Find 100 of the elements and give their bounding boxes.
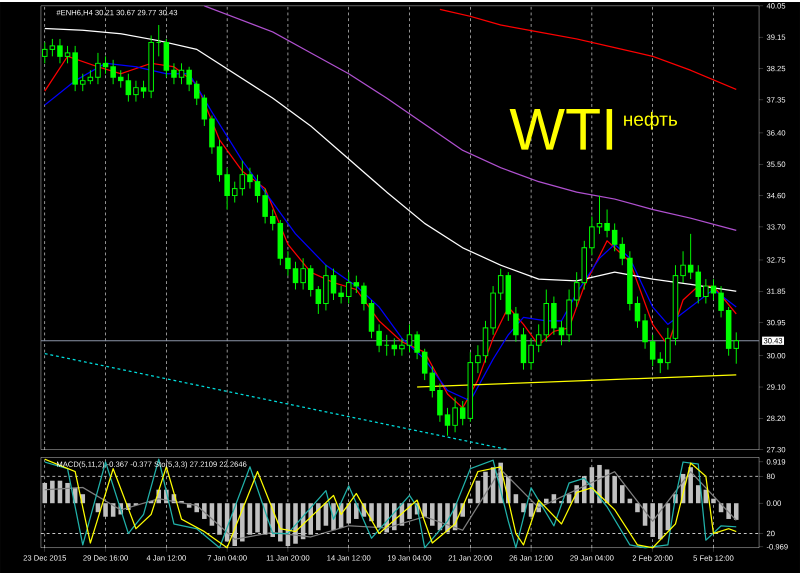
candlestick [270, 208, 276, 231]
candlestick [430, 365, 436, 398]
candlestick [262, 188, 268, 224]
candlestick [399, 338, 405, 356]
candlestick [536, 324, 542, 352]
candlestick [361, 282, 367, 311]
bar [96, 502, 100, 512]
bar [642, 502, 648, 526]
candlestick [596, 194, 602, 234]
candlestick [95, 52, 101, 84]
bar [711, 498, 716, 503]
candlestick [186, 66, 192, 92]
candlestick [110, 59, 116, 84]
candlestick [734, 332, 740, 364]
bar [666, 502, 670, 530]
bar [210, 502, 214, 526]
candlestick [338, 285, 344, 304]
annotation: нефть [624, 112, 678, 130]
candlestick [80, 73, 86, 92]
candlestick [292, 261, 298, 290]
candlestick [718, 285, 724, 318]
line-series [44, 458, 737, 548]
bar [278, 502, 283, 542]
candlestick [612, 222, 618, 252]
candlestick [42, 42, 48, 64]
bar [566, 494, 572, 503]
line-series [44, 468, 737, 540]
candlestick [57, 38, 63, 64]
candlestick [300, 258, 306, 290]
candlestick [240, 160, 246, 196]
bar [734, 502, 739, 520]
candlestick [171, 62, 177, 84]
bar [430, 502, 435, 526]
candlestick [703, 278, 709, 304]
bar [58, 480, 62, 503]
candlestick [133, 80, 139, 102]
candlestick [285, 250, 291, 276]
candlestick [156, 24, 162, 57]
candlestick [460, 400, 466, 426]
candlestick [376, 324, 382, 352]
bar [376, 502, 382, 528]
bar [696, 484, 701, 503]
candlestick [589, 216, 595, 255]
candlestick [688, 233, 694, 280]
candlestick [558, 320, 564, 346]
line-series [439, 8, 737, 90]
bar [103, 502, 108, 516]
candlestick [178, 62, 184, 84]
candlestick [528, 338, 534, 370]
candlestick [232, 180, 238, 203]
candlestick [126, 73, 132, 102]
candlestick [658, 352, 664, 374]
candlestick [308, 264, 314, 297]
candlestick [642, 313, 648, 349]
bar [628, 498, 632, 503]
bar [704, 489, 708, 503]
candlestick [452, 396, 458, 433]
candlestick [140, 80, 146, 98]
candlestick [498, 268, 504, 300]
candlestick [330, 268, 336, 300]
candlestick [194, 80, 200, 106]
bar [346, 502, 351, 524]
bar [65, 482, 70, 503]
candlestick [634, 296, 640, 328]
bar [369, 502, 374, 521]
candlestick [620, 236, 626, 266]
annotation: WTI [510, 108, 612, 150]
candlestick [118, 70, 124, 88]
candlestick [384, 334, 390, 356]
bar [514, 494, 518, 503]
candlestick [346, 271, 352, 304]
candlestick [88, 70, 94, 84]
bar [476, 480, 480, 503]
bar [468, 498, 473, 503]
candlestick [316, 285, 322, 314]
candlestick [64, 45, 70, 64]
bar [324, 502, 328, 526]
candlestick [422, 348, 428, 380]
bar [42, 482, 48, 503]
candlestick [604, 208, 610, 238]
candlestick [254, 174, 260, 203]
candlestick [475, 344, 481, 374]
bar [544, 498, 549, 503]
bar [528, 502, 534, 516]
line-series [204, 5, 737, 231]
candlestick [414, 330, 420, 360]
candlestick [710, 278, 716, 300]
bar [422, 502, 427, 516]
candlestick [513, 306, 519, 342]
bar [438, 502, 442, 530]
candlestick [247, 167, 253, 189]
bar [620, 484, 625, 503]
bar [50, 480, 55, 503]
candlestick [406, 324, 412, 352]
candlestick [50, 38, 56, 57]
candlestick [102, 56, 108, 74]
candlestick [444, 407, 450, 436]
candlestick [574, 271, 580, 308]
candlestick [224, 167, 230, 210]
candlestick [392, 338, 398, 356]
